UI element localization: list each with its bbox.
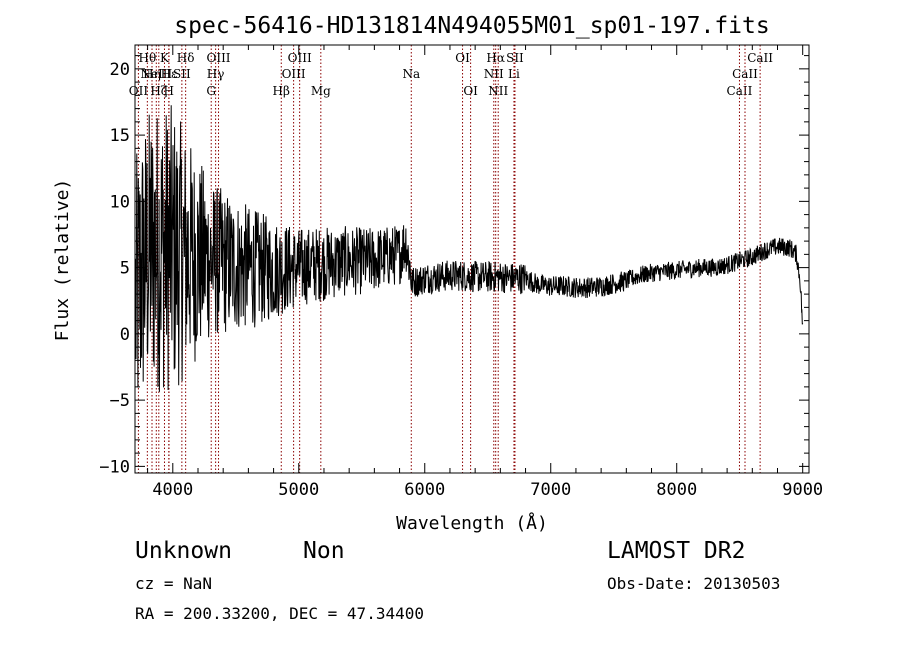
spectral-line-label: OIII xyxy=(206,51,230,65)
spectral-line-label: CaII xyxy=(747,51,773,65)
spectral-line-label: K xyxy=(160,51,170,65)
y-tick-label: −5 xyxy=(110,391,130,411)
x-tick-label: 5000 xyxy=(278,480,319,500)
spectral-line-label: Hα xyxy=(486,51,505,65)
spectral-line-label: OIII xyxy=(288,51,312,65)
spectral-line-label: Mg xyxy=(311,84,331,98)
axes: 4000 5000 6000 7000 8000 9000 −10 −5 0 5 10 15 20 xyxy=(99,45,823,500)
spectral-line-label: Li xyxy=(508,67,520,81)
spectral-line-label: CaII xyxy=(732,67,758,81)
spectral-line-label: Hγ xyxy=(207,67,225,81)
chart-title: spec-56416-HD131814N494055M01_sp01-197.f… xyxy=(174,13,769,39)
object-subclass: Non xyxy=(303,538,345,564)
spectral-line-label: Hδ xyxy=(177,51,195,65)
spectral-line-label: CaII xyxy=(727,84,753,98)
survey-name: LAMOST DR2 xyxy=(607,538,746,564)
plot-frame xyxy=(134,44,810,474)
x-tick-label: 4000 xyxy=(152,480,193,500)
spectral-line-label: Na xyxy=(402,67,420,81)
spectral-line-label: NII xyxy=(488,84,508,98)
x-tick-label: 7000 xyxy=(530,480,571,500)
spectral-line-label: Hθ xyxy=(138,51,156,65)
y-axis-label: Flux (relative) xyxy=(52,179,73,342)
spectral-line-label: NII xyxy=(484,67,504,81)
spectral-line-label: OIII xyxy=(282,67,306,81)
x-tick-label: 8000 xyxy=(656,480,697,500)
spectral-line-label: OI xyxy=(455,51,470,65)
spectral-line-label: Hε xyxy=(161,67,178,81)
observation-date: Obs-Date: 20130503 xyxy=(607,574,781,593)
y-tick-label: 10 xyxy=(110,192,130,212)
x-tick-label: 6000 xyxy=(404,480,445,500)
y-tick-label: 5 xyxy=(120,259,130,279)
spectral-line-label: SII xyxy=(173,67,191,81)
spectral-line-label: Hζ xyxy=(150,84,167,98)
spectral-line-label: SII xyxy=(506,51,524,65)
y-tick-label: 0 xyxy=(120,325,130,345)
y-tick-label: 20 xyxy=(110,60,130,80)
x-axis-label: Wavelength (Å) xyxy=(396,512,548,534)
spectral-line-label: Hβ xyxy=(273,84,290,98)
spectrum-series xyxy=(135,105,804,392)
coordinates: RA = 200.33200, DEC = 47.34400 xyxy=(135,604,424,623)
x-tick-label: 9000 xyxy=(782,480,823,500)
spectral-line-label: OII xyxy=(129,84,149,98)
spectrum-line xyxy=(135,105,804,392)
object-class: Unknown xyxy=(135,538,232,564)
y-tick-label: −10 xyxy=(99,457,130,477)
redshift-value: cz = NaN xyxy=(135,574,213,593)
y-tick-label: 15 xyxy=(110,126,130,146)
spectral-line-label: OI xyxy=(463,84,478,98)
spectral-line-label: G xyxy=(206,84,216,98)
